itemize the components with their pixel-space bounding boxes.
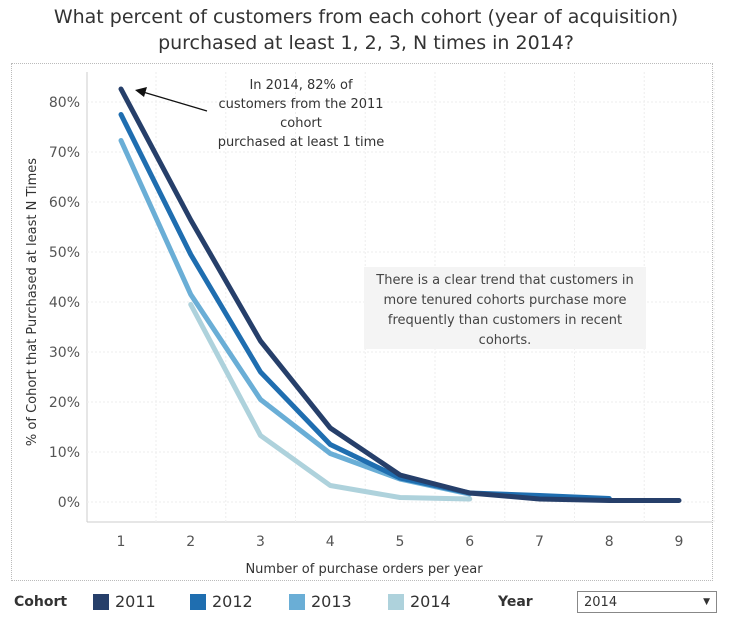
year-value: 2014 (584, 594, 618, 610)
legend-label: 2011 (115, 592, 156, 611)
x-tick-label: 2 (186, 534, 195, 550)
x-tick-label: 6 (465, 534, 474, 550)
legend-swatch (289, 593, 305, 610)
dropdown-arrow-icon: ▼ (703, 597, 710, 607)
series-line-2014 (188, 302, 473, 502)
legend-title: Cohort (14, 594, 68, 610)
y-tick-label: 80% (49, 95, 80, 111)
y-tick-label: 20% (49, 395, 80, 411)
legend-item-2013[interactable]: 2013 (289, 592, 352, 611)
year-filter-label: Year (498, 594, 533, 610)
year-dropdown[interactable]: 2014 ▼ (577, 591, 717, 613)
series-line-2011 (118, 86, 682, 503)
y-tick-label: 0% (58, 495, 80, 511)
legend-label: 2014 (410, 592, 451, 611)
annotation-line: customers from the 2011 (218, 97, 384, 112)
annotation-arrow (142, 91, 208, 112)
legend-label: 2012 (212, 592, 253, 611)
trend-note: There is a clear trend that customers in… (364, 267, 646, 349)
x-tick-label: 7 (535, 534, 544, 550)
y-tick-label: 10% (49, 445, 80, 461)
title-line-2: purchased at least 1, 2, 3, N times in 2… (158, 32, 574, 54)
x-axis-label: Number of purchase orders per year (245, 562, 483, 577)
x-tick-label: 5 (396, 534, 405, 550)
title-line-1: What percent of customers from each coho… (53, 6, 679, 28)
legend-swatch (93, 593, 109, 610)
chart-frame (11, 63, 713, 581)
y-axis-label: % of Cohort that Purchased at least N Ti… (25, 158, 40, 446)
legend-item-2011[interactable]: 2011 (93, 592, 156, 611)
legend-item-2014[interactable]: 2014 (388, 592, 451, 611)
series-line-2012 (118, 112, 612, 501)
x-tick-label: 1 (117, 534, 126, 550)
y-tick-label: 40% (49, 295, 80, 311)
legend-swatch (190, 593, 206, 610)
annotation-line: cohort (280, 116, 322, 131)
annotation-line: purchased at least 1 time (217, 135, 385, 150)
arrowhead-icon (135, 87, 147, 97)
annotation: In 2014, 82% of customers from the 2011 … (206, 76, 396, 152)
y-tick-label: 70% (49, 145, 80, 161)
y-tick-label: 50% (49, 245, 80, 261)
x-tick-label: 9 (675, 534, 684, 550)
legend-label: 2013 (311, 592, 352, 611)
legend-swatch (388, 593, 404, 610)
x-tick-label: 3 (256, 534, 265, 550)
x-tick-label: 8 (605, 534, 614, 550)
y-tick-label: 60% (49, 195, 80, 211)
annotation-line: In 2014, 82% of (249, 78, 353, 93)
legend-item-2012[interactable]: 2012 (190, 592, 253, 611)
x-tick-label: 4 (326, 534, 335, 550)
y-tick-label: 30% (49, 345, 80, 361)
chart-title: What percent of customers from each coho… (0, 4, 732, 56)
